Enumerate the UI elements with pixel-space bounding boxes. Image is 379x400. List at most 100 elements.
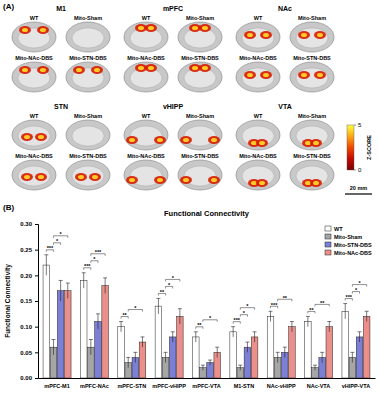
significance-label: *** (346, 294, 353, 300)
bar (267, 316, 274, 378)
brain-slice (124, 120, 168, 150)
error-line (195, 332, 196, 342)
x-tick: mPFC-vHIPP (152, 378, 186, 389)
legend-label: Mito-STN-DBS (334, 242, 372, 248)
error-line (284, 347, 285, 357)
activation-blob-core (301, 73, 307, 77)
activation-blob-core (148, 66, 154, 70)
activation-blob (154, 176, 166, 184)
activation-blob (314, 71, 326, 79)
error-cap (156, 298, 160, 299)
activation-blob (35, 133, 47, 141)
region-title: NAc (278, 5, 292, 12)
activation-blob-core (211, 178, 217, 182)
activation-blob (199, 64, 211, 72)
brain-slice (124, 160, 168, 190)
error-cap (164, 352, 168, 353)
brain-slice-inner (18, 166, 50, 186)
error-cap (253, 331, 257, 332)
activation-blob-core (301, 33, 307, 37)
activation-blob-core (129, 178, 135, 182)
activation-blob-core (78, 175, 84, 179)
significance-label: *** (234, 317, 241, 323)
error-bar (253, 332, 257, 342)
error-cap (245, 342, 249, 343)
significance-label: * (358, 280, 361, 286)
group-label: Mito-STN-DBS (293, 153, 331, 159)
scale-bar-label: 20 mm (350, 185, 368, 191)
activation-blob-core (247, 73, 253, 77)
brain-slice-inner (296, 68, 328, 88)
legend-label: Mito-Sham (334, 234, 362, 240)
region-title: STN (54, 103, 68, 110)
x-tick: mPFC-VTA (192, 378, 220, 389)
y-tick: 0.10 (20, 324, 38, 330)
group-label: Mito-Sham (74, 15, 102, 21)
group-label: WT (142, 113, 151, 119)
bar (43, 265, 50, 378)
activation-blob (126, 176, 138, 184)
group-label: Mito-NAc-DBS (127, 153, 165, 159)
error-bar (96, 314, 100, 329)
group-label: Mito-Sham (186, 113, 214, 119)
error-line (105, 278, 106, 293)
y-tick-label: 0.25 (20, 247, 32, 253)
group-label: Mito-STN-DBS (181, 153, 219, 159)
error-cap (320, 352, 324, 353)
bar (326, 327, 333, 378)
activation-blob-core (211, 138, 217, 142)
error-line (90, 340, 91, 355)
significance-label: ** (283, 295, 288, 301)
activation-blob-core (313, 181, 319, 185)
chart-title: Functional Connectivity (164, 209, 250, 218)
error-bar (89, 340, 93, 355)
activation-blob-core (40, 68, 46, 72)
activation-blob (208, 136, 220, 144)
error-cap (343, 303, 347, 304)
error-cap (178, 308, 182, 309)
error-bar (103, 278, 107, 293)
error-cap (313, 365, 317, 366)
brain-slice-inner (18, 126, 50, 146)
brain-slice-inner (72, 28, 104, 48)
activation-blob (145, 64, 157, 72)
error-cap (141, 336, 145, 337)
brain-slice-inner (242, 126, 274, 146)
y-tick-mark (35, 327, 38, 328)
error-line (329, 322, 330, 332)
legend: WTMito-ShamMito-STN-DBSMito-NAc-DBS (325, 226, 372, 256)
colorbar-tick (354, 170, 356, 171)
y-tick: 0.05 (20, 350, 38, 356)
bar (57, 291, 64, 378)
brain-slice (66, 62, 110, 92)
error-cap (59, 280, 63, 281)
error-line (128, 357, 129, 367)
activation-blob-core (24, 135, 30, 139)
brain-slice (290, 120, 334, 150)
error-bar (231, 327, 235, 337)
activation-blob (126, 136, 138, 144)
activation-blob (256, 139, 268, 147)
activation-blob-core (129, 138, 135, 142)
significance-label: *** (84, 263, 91, 269)
group-label: Mito-STN-DBS (181, 55, 219, 61)
activation-blob (260, 31, 272, 39)
group-label: Mito-STN-DBS (69, 153, 107, 159)
brain-slice (66, 120, 110, 150)
activation-blob (19, 66, 31, 74)
brain-slice (66, 22, 110, 52)
error-line (165, 352, 166, 362)
bar (193, 337, 200, 378)
activation-blob (310, 179, 322, 187)
brain-slice-inner (18, 28, 50, 48)
error-cap (201, 365, 205, 366)
activation-blob-core (40, 28, 46, 32)
region-block: VTAWTMito-ShamMito-NAc-DBSMito-STN-DBS (236, 103, 334, 190)
y-tick-mark (35, 275, 38, 276)
significance-label: * (60, 231, 63, 237)
error-cap (44, 254, 48, 255)
significance-label: *** (47, 245, 54, 251)
bar (169, 337, 176, 378)
activation-blob-core (157, 178, 163, 182)
x-tick: vHIPP-VTA (342, 378, 370, 389)
